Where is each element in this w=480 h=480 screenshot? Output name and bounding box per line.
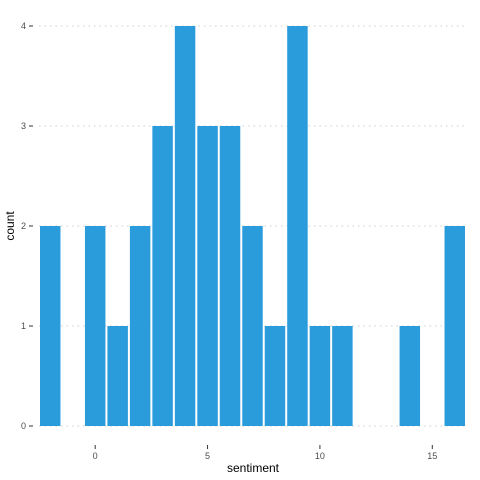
y-tick-label-2: 2 [21,221,26,231]
y-axis: 0 1 2 3 4 [21,21,33,431]
x-axis-title: sentiment [227,461,280,475]
x-tick-label-15: 15 [427,451,437,461]
bar-1 [107,326,128,426]
bar-16 [444,226,465,426]
x-axis: 0 5 10 15 [93,445,437,461]
x-tick-label-0: 0 [93,451,98,461]
bar-3 [152,126,173,426]
x-tick-label-10: 10 [315,451,325,461]
y-tick-label-3: 3 [21,121,26,131]
bar-2 [129,226,151,426]
bar-14 [399,326,421,426]
bar-0 [84,226,106,426]
y-tick-label-1: 1 [21,321,26,331]
bar-7 [242,226,263,426]
bar-11 [332,326,353,426]
y-axis-title: count [3,211,17,241]
bar-10 [309,326,331,426]
bar--2 [40,226,61,426]
bar-8 [264,326,286,426]
bar-5 [197,126,218,426]
y-tick-label-4: 4 [21,21,26,31]
bar-6 [219,126,241,426]
x-tick-label-5: 5 [205,451,210,461]
bar-4 [174,26,196,426]
y-tick-label-0: 0 [21,421,26,431]
bar-9 [287,26,308,426]
bars [40,26,465,426]
